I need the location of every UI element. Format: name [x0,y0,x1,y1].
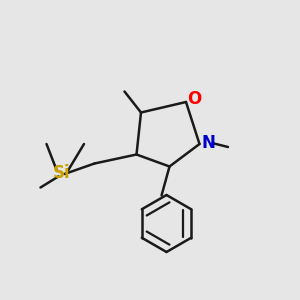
Text: N: N [202,134,215,152]
Text: O: O [187,90,202,108]
Text: Si: Si [53,164,70,182]
